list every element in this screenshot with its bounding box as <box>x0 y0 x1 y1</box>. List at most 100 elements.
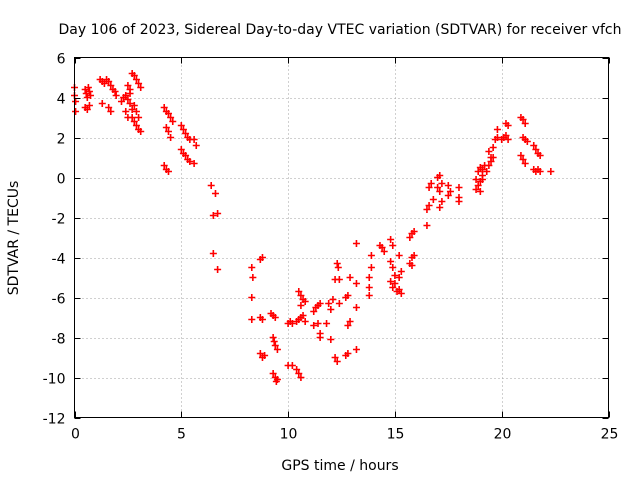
data-point <box>85 88 93 95</box>
data-point <box>493 126 501 133</box>
y-tick-label: -2 <box>52 212 66 228</box>
data-point <box>425 202 433 209</box>
data-point <box>132 76 140 83</box>
data-point <box>378 244 386 251</box>
data-point <box>301 298 309 305</box>
x-tick-label: 25 <box>601 427 619 443</box>
data-point <box>132 122 140 129</box>
data-point <box>135 114 143 121</box>
data-point <box>434 184 442 191</box>
data-point <box>425 184 433 191</box>
data-point <box>352 304 360 311</box>
data-point <box>192 142 200 149</box>
data-point <box>489 154 497 161</box>
data-point <box>427 180 435 187</box>
data-point <box>327 336 335 343</box>
data-point <box>186 158 194 165</box>
data-point <box>485 162 493 169</box>
data-point <box>288 362 296 369</box>
data-point <box>182 152 190 159</box>
data-point <box>107 108 115 115</box>
x-tick-label: 20 <box>494 427 512 443</box>
data-point <box>485 148 493 155</box>
data-point <box>387 236 395 243</box>
data-point <box>293 366 301 373</box>
data-point <box>167 114 175 121</box>
data-point <box>182 130 190 137</box>
data-point <box>436 172 444 179</box>
data-point <box>177 146 185 153</box>
data-point <box>389 242 397 249</box>
data-point <box>128 114 136 121</box>
data-point <box>476 188 484 195</box>
data-point <box>126 86 134 93</box>
data-point <box>209 212 217 219</box>
data-point <box>299 312 307 319</box>
x-tick-label: 10 <box>280 427 298 443</box>
data-point <box>344 322 352 329</box>
data-point <box>444 192 452 199</box>
plot-frame <box>74 57 609 418</box>
data-point <box>478 176 486 183</box>
data-point <box>83 106 91 113</box>
data-point <box>169 118 177 125</box>
data-point <box>395 286 403 293</box>
data-point <box>117 98 125 105</box>
data-point <box>297 302 305 309</box>
data-point <box>444 182 452 189</box>
data-point <box>367 252 375 259</box>
data-point <box>248 316 256 323</box>
data-point <box>207 182 215 189</box>
data-point <box>209 250 217 257</box>
data-point <box>391 272 399 279</box>
data-point <box>389 284 397 291</box>
data-point <box>130 118 138 125</box>
data-point <box>536 168 544 175</box>
data-point <box>472 186 480 193</box>
data-point <box>367 264 375 271</box>
data-point <box>423 206 431 213</box>
y-tick-label: -12 <box>43 412 66 428</box>
data-point <box>164 168 172 175</box>
data-point <box>190 160 198 167</box>
data-point <box>248 264 256 271</box>
data-point <box>190 136 198 143</box>
data-point <box>502 132 510 139</box>
data-point <box>256 350 264 357</box>
data-point <box>474 182 482 189</box>
y-tick-label: 6 <box>57 52 66 68</box>
data-point <box>334 264 342 271</box>
data-point <box>389 264 397 271</box>
data-point <box>160 162 168 169</box>
data-point <box>137 128 145 135</box>
data-point <box>455 198 463 205</box>
data-point <box>517 152 525 159</box>
data-point <box>333 260 341 267</box>
data-point <box>135 80 143 87</box>
data-point <box>438 180 446 187</box>
data-point <box>211 190 219 197</box>
data-point <box>214 266 222 273</box>
data-point <box>406 234 414 241</box>
data-point <box>397 268 405 275</box>
data-point <box>137 84 145 91</box>
data-point <box>105 104 113 111</box>
data-point <box>387 278 395 285</box>
data-point <box>536 152 544 159</box>
data-point <box>310 308 318 315</box>
data-point <box>124 96 132 103</box>
data-point <box>105 78 113 85</box>
data-point <box>387 258 395 265</box>
data-point <box>100 80 108 87</box>
data-point <box>391 280 399 287</box>
data-point <box>297 374 305 381</box>
data-point <box>261 352 269 359</box>
data-point <box>344 292 352 299</box>
data-point <box>273 346 281 353</box>
data-point <box>352 280 360 287</box>
data-point <box>436 188 444 195</box>
data-point <box>365 284 373 291</box>
data-point <box>269 370 277 377</box>
data-point <box>346 318 354 325</box>
data-point <box>547 168 555 175</box>
